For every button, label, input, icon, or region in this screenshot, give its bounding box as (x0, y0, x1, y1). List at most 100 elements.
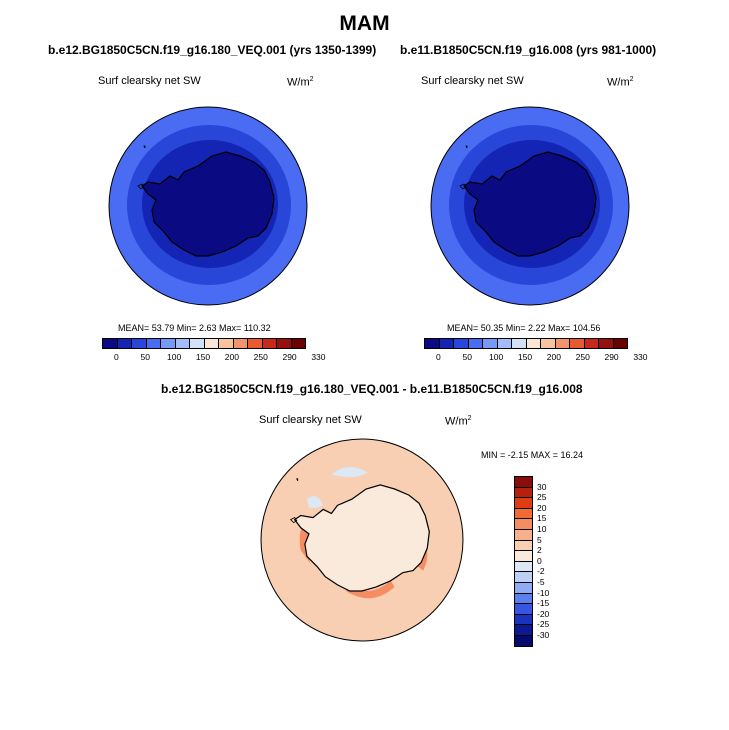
island-outline (137, 183, 145, 190)
colorbar-swatch (515, 604, 532, 615)
colorbar-swatch (515, 540, 532, 552)
colorbar-swatch (599, 339, 614, 348)
colorbar-swatch (515, 635, 532, 646)
colorbar-swatch (497, 339, 512, 348)
colorbar-tick-label: -10 (537, 587, 550, 598)
colorbar-tick-label: 290 (282, 352, 297, 362)
colorbar-swatch (515, 551, 532, 562)
colorbar-tick-label: -25 (537, 619, 550, 630)
colorbar-tick-label: -5 (537, 577, 545, 587)
panel1-stats: MEAN= 53.79 Min= 2.63 Max= 110.32 (118, 323, 271, 333)
colorbar-tick-label: 0 (537, 555, 542, 566)
panel2-polar-map (430, 106, 630, 306)
diff-negative-patch-west (306, 496, 324, 509)
panel3-title: b.e12.BG1850C5CN.f19_g16.180_VEQ.001 - b… (161, 382, 583, 396)
diff-negative-patch-north (331, 467, 369, 478)
colorbar-swatch (515, 572, 532, 583)
colorbar-tick-label: 290 (604, 352, 619, 362)
colorbar-swatch (570, 339, 585, 348)
colorbar-tick-label: 330 (633, 352, 648, 362)
colorbar-swatch (515, 487, 532, 499)
colorbar-tick-label: -15 (537, 598, 550, 609)
panel3-colorbar (514, 476, 533, 647)
colorbar-swatch (613, 339, 627, 348)
panel1-units: W/m2 (287, 76, 314, 89)
colorbar-tick-label: -30 (537, 630, 550, 640)
colorbar-swatch (515, 593, 532, 605)
colorbar-tick-label: 200 (546, 352, 561, 362)
panel3-stats: MIN = -2.15 MAX = 16.24 (481, 450, 584, 460)
map-boundary (108, 106, 308, 306)
map-boundary (260, 438, 464, 642)
colorbar-tick-label: -20 (537, 608, 550, 619)
colorbar-swatch (117, 339, 132, 348)
island-outline (465, 145, 468, 149)
panel2-variable: Surf clearsky net SW (421, 75, 524, 87)
colorbar-swatch (291, 339, 305, 348)
panel3-variable: Surf clearsky net SW (259, 414, 362, 426)
island-outline (459, 183, 467, 190)
colorbar-tick-label: 15 (537, 513, 547, 524)
panel2-stats: MEAN= 50.35 Min= 2.22 Max= 104.56 (447, 323, 601, 333)
colorbar-swatch (515, 614, 532, 626)
colorbar-swatch (541, 339, 556, 348)
colorbar-tick-label: 20 (537, 502, 547, 513)
colorbar-swatch (515, 508, 532, 520)
antarctica-outline (293, 484, 430, 592)
colorbar-swatch (526, 339, 541, 348)
colorbar-tick-label: 150 (517, 352, 533, 362)
colorbar-swatch (515, 561, 532, 573)
colorbar-swatch (175, 339, 190, 348)
colorbar-swatch (515, 498, 532, 509)
island-outline (143, 145, 146, 149)
colorbar-swatch (146, 339, 161, 348)
colorbar-swatch (468, 339, 483, 348)
colorbar-swatch (219, 339, 234, 348)
colorbar-tick-label: 2 (537, 545, 542, 556)
colorbar-tick-label: 100 (167, 352, 182, 362)
colorbar-swatch (515, 625, 532, 636)
colorbar-swatch (204, 339, 219, 348)
colorbar-tick-label: 100 (489, 352, 504, 362)
panel2-colorbar (424, 338, 628, 349)
map-boundary (430, 106, 630, 306)
colorbar-swatch (454, 339, 469, 348)
colorbar-tick-label: 200 (224, 352, 239, 362)
colorbar-tick-label: 150 (195, 352, 211, 362)
colorbar-tick-label: 5 (537, 534, 542, 545)
colorbar-swatch (248, 339, 263, 348)
panel2-units: W/m2 (607, 76, 634, 89)
season-title: MAM (339, 12, 390, 35)
colorbar-swatch (515, 477, 532, 488)
antarctica-outline (463, 151, 597, 257)
colorbar-tick-label: 330 (311, 352, 326, 362)
island-outline (296, 478, 299, 482)
island-outline (289, 517, 298, 524)
colorbar-swatch (555, 339, 570, 348)
colorbar-swatch (425, 339, 440, 348)
panel1-colorbar (102, 338, 306, 349)
colorbar-swatch (132, 339, 147, 348)
colorbar-tick-label: 0 (114, 352, 119, 362)
colorbar-swatch (515, 529, 532, 541)
colorbar-tick-label: 50 (462, 352, 473, 362)
antarctica-outline (141, 151, 275, 257)
panel2-title: b.e11.B1850C5CN.f19_g16.008 (yrs 981-100… (400, 43, 657, 57)
colorbar-swatch (190, 339, 205, 348)
panel3-colorbar-labels: 30 25 20 15 10 5 2 0 -2 -5 -10 -15 -20 -25 -30 (537, 476, 567, 646)
colorbar-tick-label: 0 (436, 352, 441, 362)
colorbar-swatch (512, 339, 527, 348)
colorbar-swatch (584, 339, 599, 348)
colorbar-tick-label: -2 (537, 566, 545, 577)
colorbar-tick-label: 250 (575, 352, 590, 362)
colorbar-tick-label: 30 (537, 481, 547, 492)
colorbar-swatch (515, 582, 532, 594)
panel3-polar-map (260, 438, 464, 642)
colorbar-tick-label: 250 (253, 352, 268, 362)
colorbar-swatch (233, 339, 248, 348)
colorbar-swatch (277, 339, 292, 348)
colorbar-swatch (483, 339, 498, 348)
panel1-variable: Surf clearsky net SW (98, 75, 201, 87)
colorbar-swatch (103, 339, 118, 348)
colorbar-tick-label: 50 (140, 352, 151, 362)
